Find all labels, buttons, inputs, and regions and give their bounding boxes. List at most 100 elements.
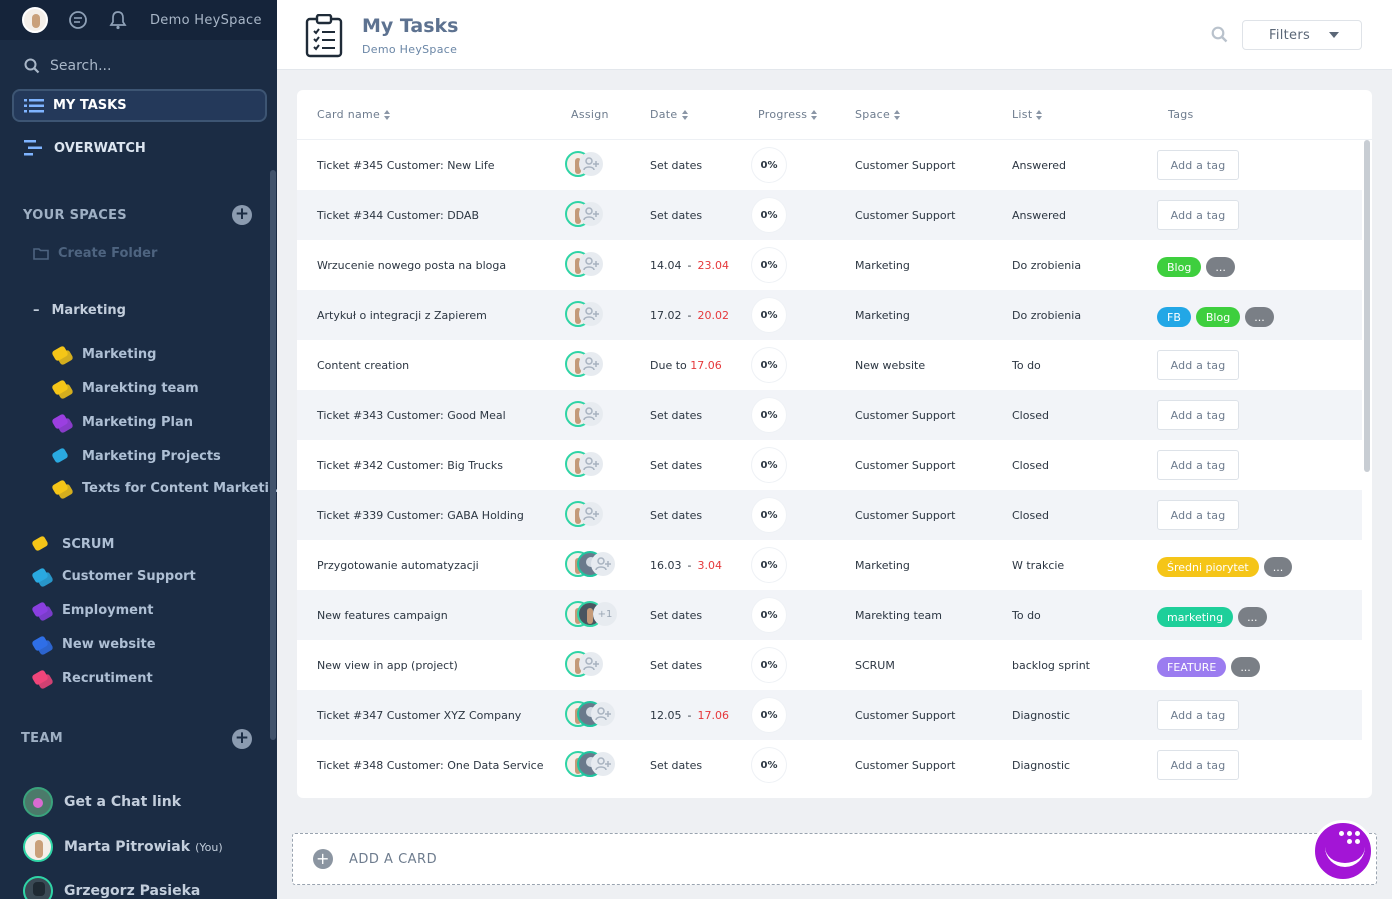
tag-badge[interactable]: FEATURE [1157, 657, 1227, 677]
progress-badge[interactable]: 0% [752, 198, 786, 232]
column-date[interactable]: Date [650, 108, 688, 121]
bell-icon[interactable] [108, 10, 128, 30]
add-team-member-button[interactable]: + [232, 729, 252, 749]
space-item-marketing-plan[interactable]: Marketing Plan [51, 413, 193, 434]
card-name[interactable]: Ticket #347 Customer XYZ Company [317, 708, 522, 722]
user-avatar[interactable] [22, 7, 48, 33]
end-date[interactable]: 23.04 [697, 258, 729, 272]
table-row[interactable]: Ticket #342 Customer: Big Trucks Set date… [297, 440, 1362, 490]
create-folder-button[interactable]: Create Folder [33, 246, 157, 261]
table-row[interactable]: New features campaign +1 Set dates 0% Marekt… [297, 590, 1362, 640]
card-name[interactable]: Ticket #339 Customer: GABA Holding [317, 508, 524, 522]
progress-badge[interactable]: 0% [752, 398, 786, 432]
start-date[interactable]: 12.05 [650, 708, 682, 722]
add-assignee-icon[interactable] [579, 202, 603, 226]
column-card-name[interactable]: Card name [317, 108, 391, 121]
start-date[interactable]: 17.02 [650, 308, 682, 322]
progress-badge[interactable]: 0% [752, 348, 786, 382]
add-assignee-icon[interactable] [579, 502, 603, 526]
tag-badge[interactable]: Średni piorytet [1157, 557, 1259, 577]
nav-overwatch[interactable]: OVERWATCH [24, 140, 146, 156]
end-date[interactable]: 17.06 [697, 708, 729, 722]
set-dates-link[interactable]: Set dates [650, 408, 703, 422]
space-item-scrum[interactable]: SCRUM [31, 535, 114, 553]
start-date[interactable]: 14.04 [650, 258, 682, 272]
add-tag-button[interactable]: Add a tag [1157, 450, 1239, 480]
table-row[interactable]: Przygotowanie automatyzacji 16.03-3.04 0% M… [297, 540, 1362, 590]
add-assignee-icon[interactable] [579, 252, 603, 276]
set-dates-link[interactable]: Set dates [650, 208, 703, 222]
set-dates-link[interactable]: Set dates [650, 658, 703, 672]
table-row[interactable]: Ticket #339 Customer: GABA Holding Set da… [297, 490, 1362, 540]
progress-badge[interactable]: 0% [752, 548, 786, 582]
tag-badge[interactable]: FB [1157, 307, 1191, 327]
more-tags-button[interactable]: ... [1263, 557, 1293, 577]
filters-dropdown[interactable]: Filters [1242, 20, 1362, 50]
chat-icon[interactable] [68, 10, 88, 30]
card-name[interactable]: Ticket #344 Customer: DDAB [317, 208, 480, 222]
space-item-marketing[interactable]: Marketing [51, 345, 156, 366]
table-row[interactable]: Ticket #344 Customer: DDAB Set dates 0% Cus… [297, 190, 1362, 240]
card-name[interactable]: Wrzucenie nowego posta na bloga [317, 258, 507, 272]
add-space-button[interactable]: + [232, 205, 252, 225]
set-dates-link[interactable]: Set dates [650, 608, 703, 622]
set-dates-link[interactable]: Set dates [650, 458, 703, 472]
end-date[interactable]: 3.04 [697, 558, 722, 572]
progress-badge[interactable]: 0% [752, 248, 786, 282]
add-tag-button[interactable]: Add a tag [1157, 150, 1239, 180]
folder-marketing[interactable]: – Marketing [33, 303, 126, 318]
card-name[interactable]: Ticket #345 Customer: New Life [317, 158, 495, 172]
space-item-new-website[interactable]: New website [31, 635, 156, 656]
space-item-recrutiment[interactable]: Recrutiment [31, 669, 153, 690]
progress-badge[interactable]: 0% [752, 748, 786, 782]
progress-badge[interactable]: 0% [752, 598, 786, 632]
table-row[interactable]: New view in app (project) Set dates 0% SCRU… [297, 640, 1362, 690]
more-tags-button[interactable]: ... [1206, 257, 1235, 277]
space-item-customer-support[interactable]: Customer Support [31, 567, 196, 588]
workspace-name[interactable]: Demo HeySpace [150, 12, 262, 28]
table-row[interactable]: Wrzucenie nowego posta na bloga 14.04-23.… [297, 240, 1362, 290]
team-item-grzegorz[interactable]: Grzegorz Pasieka [23, 876, 200, 899]
card-name[interactable]: Ticket #342 Customer: Big Trucks [317, 458, 504, 472]
card-name[interactable]: New view in app (project) [317, 658, 458, 672]
add-tag-button[interactable]: Add a tag [1157, 700, 1239, 730]
card-name[interactable]: Ticket #348 Customer: One Data Service [317, 758, 544, 772]
tag-badge[interactable]: marketing [1157, 607, 1234, 627]
column-list[interactable]: List [1012, 108, 1043, 121]
add-tag-button[interactable]: Add a tag [1157, 350, 1239, 380]
card-name[interactable]: Ticket #343 Customer: Good Meal [317, 408, 506, 422]
set-dates-link[interactable]: Set dates [650, 158, 703, 172]
add-assignee-icon[interactable] [591, 702, 615, 726]
progress-badge[interactable]: 0% [752, 148, 786, 182]
add-assignee-icon[interactable] [591, 552, 615, 576]
add-assignee-icon[interactable] [579, 302, 603, 326]
progress-badge[interactable]: 0% [752, 498, 786, 532]
space-item-employment[interactable]: Employment [31, 601, 153, 622]
add-tag-button[interactable]: Add a tag [1157, 500, 1239, 530]
more-tags-button[interactable]: ... [1238, 607, 1267, 627]
tag-badge[interactable]: Blog [1195, 307, 1241, 327]
progress-badge[interactable]: 0% [752, 648, 786, 682]
team-item-chat-link[interactable]: Get a Chat link [23, 787, 181, 817]
add-assignee-icon[interactable] [579, 652, 603, 676]
more-tags-button[interactable]: ... [1231, 657, 1260, 677]
table-row[interactable]: Content creation Due to 17.06 0% New websit… [297, 340, 1362, 390]
space-item-texts-content[interactable]: Texts for Content Marketi... [51, 479, 277, 500]
more-tags-button[interactable]: ... [1245, 307, 1274, 327]
start-date[interactable]: 16.03 [650, 558, 682, 572]
column-space[interactable]: Space [855, 108, 901, 121]
set-dates-link[interactable]: Set dates [650, 508, 703, 522]
progress-badge[interactable]: 0% [752, 448, 786, 482]
end-date[interactable]: 20.02 [697, 308, 729, 322]
set-dates-link[interactable]: Set dates [650, 758, 703, 772]
table-row[interactable]: Ticket #347 Customer XYZ Company 12.05-17… [297, 690, 1362, 740]
add-assignee-icon[interactable] [579, 352, 603, 376]
space-item-marekting-team[interactable]: Marekting team [51, 379, 199, 400]
add-assignee-icon[interactable] [579, 452, 603, 476]
add-assignee-icon[interactable] [591, 752, 615, 776]
tag-badge[interactable]: Blog [1157, 257, 1202, 277]
table-scrollbar[interactable] [1364, 140, 1370, 472]
card-name[interactable]: New features campaign [317, 608, 448, 622]
table-row[interactable]: Artykuł o integracji z Zapierem 17.02-20.… [297, 290, 1362, 340]
progress-badge[interactable]: 0% [752, 298, 786, 332]
